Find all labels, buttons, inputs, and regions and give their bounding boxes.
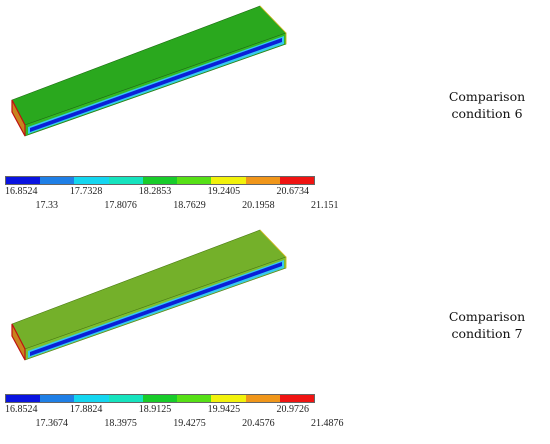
colorbar-tick-label: 21.4876 xyxy=(311,418,344,429)
colorbar-tick-label: 17.8076 xyxy=(104,200,137,211)
colorbar-tick-label: 19.2405 xyxy=(207,186,241,197)
beam-end-face xyxy=(11,99,26,137)
colorbar-tick-label: 17.3674 xyxy=(35,418,68,429)
beam-core-band xyxy=(30,38,282,132)
colorbar-segment xyxy=(279,177,314,184)
caption-line-1: Comparison xyxy=(448,309,526,324)
colorbar-tick-label: 20.1958 xyxy=(242,200,275,211)
colorbar-segment xyxy=(211,395,246,402)
beam-end-face xyxy=(11,323,26,361)
colorbar-segment xyxy=(6,395,41,402)
colorbar-ticks-condition-7: 16.8524 17.3674 17.8824 18.3975 18.9125 19.42… xyxy=(5,404,345,444)
colorbar-segment xyxy=(6,177,41,184)
colorbar-segment xyxy=(142,177,178,184)
colorbar-segment xyxy=(177,177,212,184)
caption-line-1: Comparison xyxy=(448,89,526,104)
colorbar-tick-label: 16.8524 xyxy=(5,404,38,415)
colorbar-tick-label: 16.8524 xyxy=(5,186,38,197)
colorbar-segment xyxy=(177,395,212,402)
colorbar-segment xyxy=(211,177,246,184)
colorbar-tick-label: 20.4576 xyxy=(242,418,275,429)
colorbar-segment xyxy=(142,395,178,402)
colorbar-segment xyxy=(245,395,280,402)
beam-model-condition-6 xyxy=(11,5,287,137)
colorbar-tick-label: 17.33 xyxy=(35,200,58,211)
colorbar-tick-label: 18.2853 xyxy=(138,186,172,197)
beam-model-condition-7 xyxy=(11,229,287,361)
colorbar-ticks-condition-6: 16.8524 17.33 17.7328 17.8076 18.2853 18.7629… xyxy=(5,186,345,226)
colorbar-tick-label: 18.3975 xyxy=(104,418,137,429)
colorbar-tick-label: 18.9125 xyxy=(138,404,172,415)
colorbar-tick-label: 19.9425 xyxy=(207,404,241,415)
colorbar-tick-label: 20.6734 xyxy=(276,186,310,197)
colorbar-segment xyxy=(279,395,314,402)
colorbar-condition-7 xyxy=(5,394,315,403)
colorbar-segment xyxy=(245,177,280,184)
colorbar-tick-label: 20.9726 xyxy=(276,404,310,415)
colorbar-tick-label: 18.7629 xyxy=(173,200,206,211)
beam-right-end-edge xyxy=(259,229,287,268)
colorbar-segment xyxy=(74,395,109,402)
colorbar-tick-label: 17.7328 xyxy=(69,186,103,197)
caption-condition-7: Comparison condition 7 xyxy=(432,308,542,342)
colorbar-segment xyxy=(74,177,109,184)
colorbar-tick-label: 17.8824 xyxy=(69,404,103,415)
colorbar-tick-label: 19.4275 xyxy=(173,418,206,429)
beam-right-end-edge xyxy=(259,5,287,44)
caption-line-2: condition 6 xyxy=(451,106,523,121)
caption-condition-6: Comparison condition 6 xyxy=(432,88,542,122)
beam-core-band xyxy=(30,262,282,356)
caption-line-2: condition 7 xyxy=(451,326,523,341)
colorbar-segment xyxy=(40,395,75,402)
colorbar-segment xyxy=(108,395,143,402)
colorbar-tick-label: 21.151 xyxy=(311,200,339,211)
colorbar-segment xyxy=(108,177,143,184)
colorbar-condition-6 xyxy=(5,176,315,185)
beam-top-face xyxy=(11,229,287,350)
beam-top-face xyxy=(11,5,287,126)
colorbar-segment xyxy=(40,177,75,184)
